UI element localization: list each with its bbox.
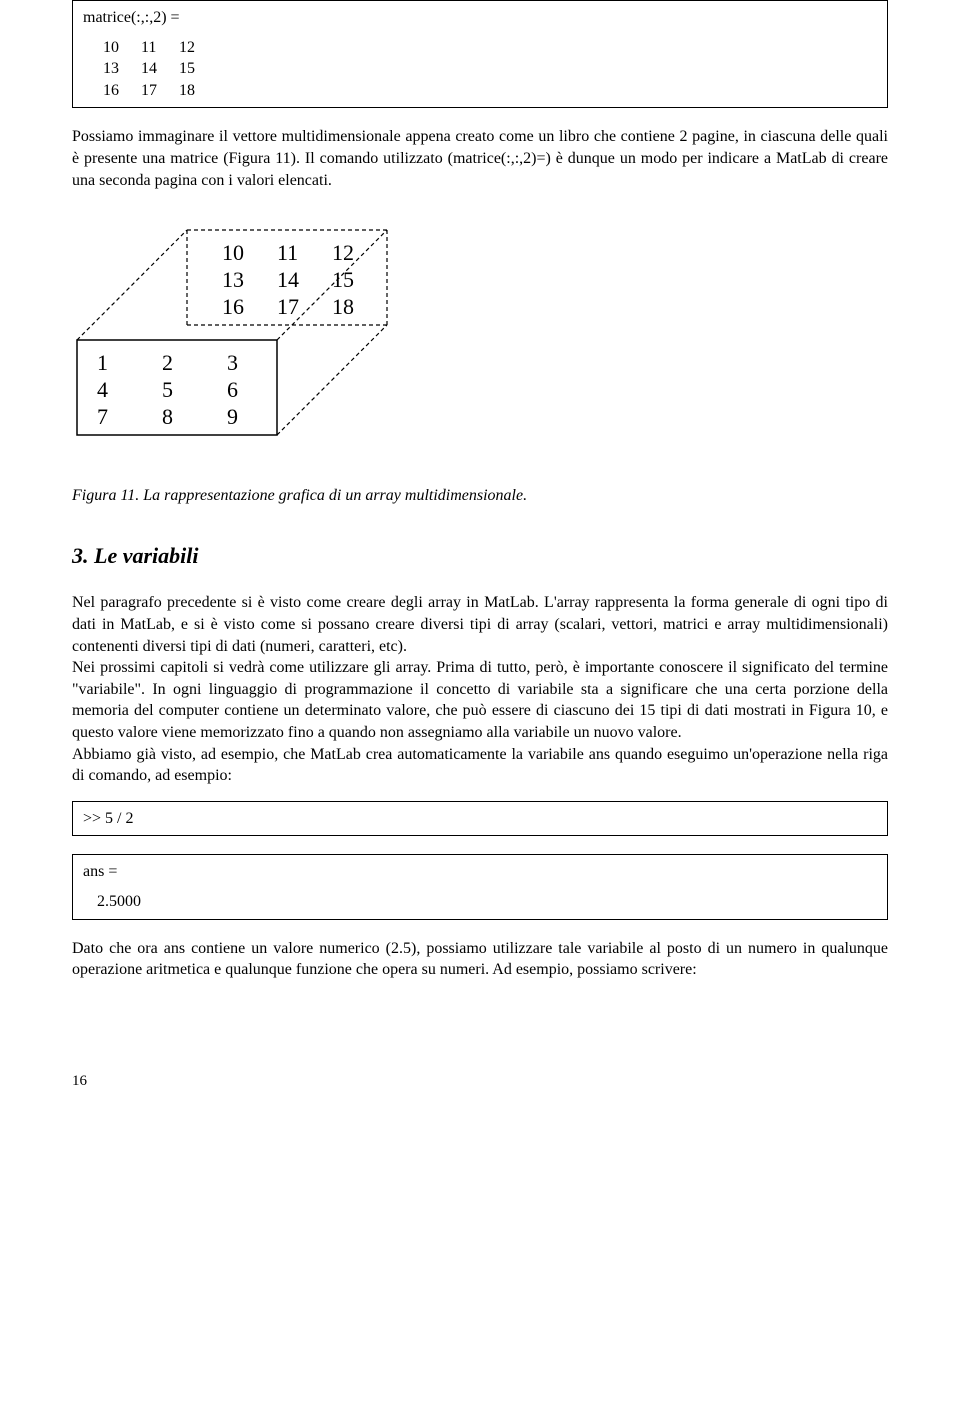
code-row: 10 11 12	[103, 37, 877, 59]
svg-text:8: 8	[162, 404, 173, 429]
svg-text:10: 10	[222, 240, 244, 265]
code-block-expression: >> 5 / 2	[72, 801, 888, 837]
svg-text:12: 12	[332, 240, 354, 265]
code-line: >> 5 / 2	[83, 808, 877, 830]
svg-text:4: 4	[97, 377, 108, 402]
page-number: 16	[72, 1071, 888, 1091]
cell: 18	[179, 80, 213, 102]
svg-text:3: 3	[227, 350, 238, 375]
code-line: ans =	[83, 861, 877, 883]
section-heading: 3. Le variabili	[72, 541, 888, 571]
paragraph: Abbiamo già visto, ad esempio, che MatLa…	[72, 744, 888, 787]
cell: 10	[103, 37, 137, 59]
svg-text:6: 6	[227, 377, 238, 402]
figure-caption: Figura 11. La rappresentazione grafica d…	[72, 485, 888, 507]
svg-text:14: 14	[277, 267, 299, 292]
code-row: 13 14 15	[103, 58, 877, 80]
svg-text:18: 18	[332, 294, 354, 319]
code-row: 16 17 18	[103, 80, 877, 102]
svg-text:9: 9	[227, 404, 238, 429]
cell: 11	[141, 37, 175, 59]
code-block-result: ans = 2.5000	[72, 854, 888, 919]
cell: 15	[179, 58, 213, 80]
array-diagram-svg: 10 11 12 13 14 15 16 17 18 1 2 3 4 5 6 7…	[72, 225, 402, 455]
cell: 14	[141, 58, 175, 80]
cell: 16	[103, 80, 137, 102]
paragraph: Possiamo immaginare il vettore multidime…	[72, 126, 888, 191]
code-line: 2.5000	[97, 891, 877, 913]
svg-text:17: 17	[277, 294, 299, 319]
svg-text:2: 2	[162, 350, 173, 375]
paragraph: Nei prossimi capitoli si vedrà come util…	[72, 657, 888, 743]
svg-text:11: 11	[277, 240, 298, 265]
paragraph: Dato che ora ans contiene un valore nume…	[72, 938, 888, 981]
svg-text:1: 1	[97, 350, 108, 375]
svg-text:16: 16	[222, 294, 244, 319]
svg-text:5: 5	[162, 377, 173, 402]
paragraph: Nel paragrafo precedente si è visto come…	[72, 592, 888, 657]
svg-text:7: 7	[97, 404, 108, 429]
cell: 13	[103, 58, 137, 80]
cell: 12	[179, 37, 213, 59]
code-line: matrice(:,:,2) =	[83, 7, 877, 29]
svg-text:13: 13	[222, 267, 244, 292]
code-block-matrix: matrice(:,:,2) = 10 11 12 13 14 15 16 17…	[72, 0, 888, 108]
cell: 17	[141, 80, 175, 102]
figure-3d-array: 10 11 12 13 14 15 16 17 18 1 2 3 4 5 6 7…	[72, 225, 888, 507]
svg-text:15: 15	[332, 267, 354, 292]
